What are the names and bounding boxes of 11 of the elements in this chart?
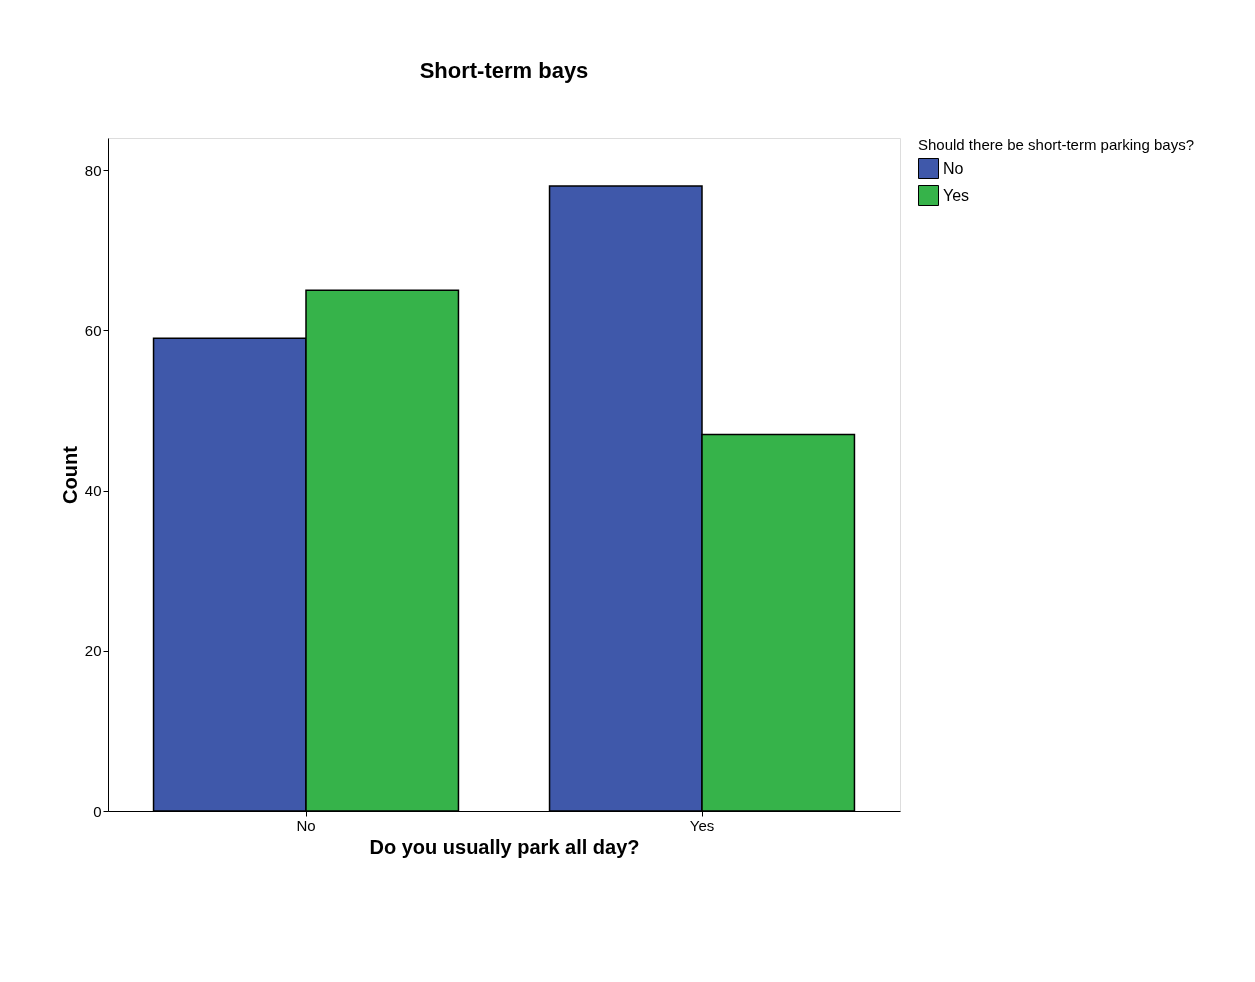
legend-title: Should there be short-term parking bays? — [918, 136, 1194, 153]
chart-title: Short-term bays — [419, 58, 589, 83]
y-tick-label: 20 — [84, 642, 102, 660]
y-tick-label: 80 — [84, 161, 102, 179]
legend-label: Yes — [943, 186, 970, 204]
y-tick-label: 40 — [84, 482, 102, 500]
x-axis-title: Do you usually park all day? — [369, 835, 640, 858]
y-tick-label: 60 — [84, 321, 102, 339]
y-axis-title: Count — [58, 445, 81, 504]
legend-label: No — [943, 159, 964, 177]
y-tick-label: 0 — [93, 802, 102, 820]
